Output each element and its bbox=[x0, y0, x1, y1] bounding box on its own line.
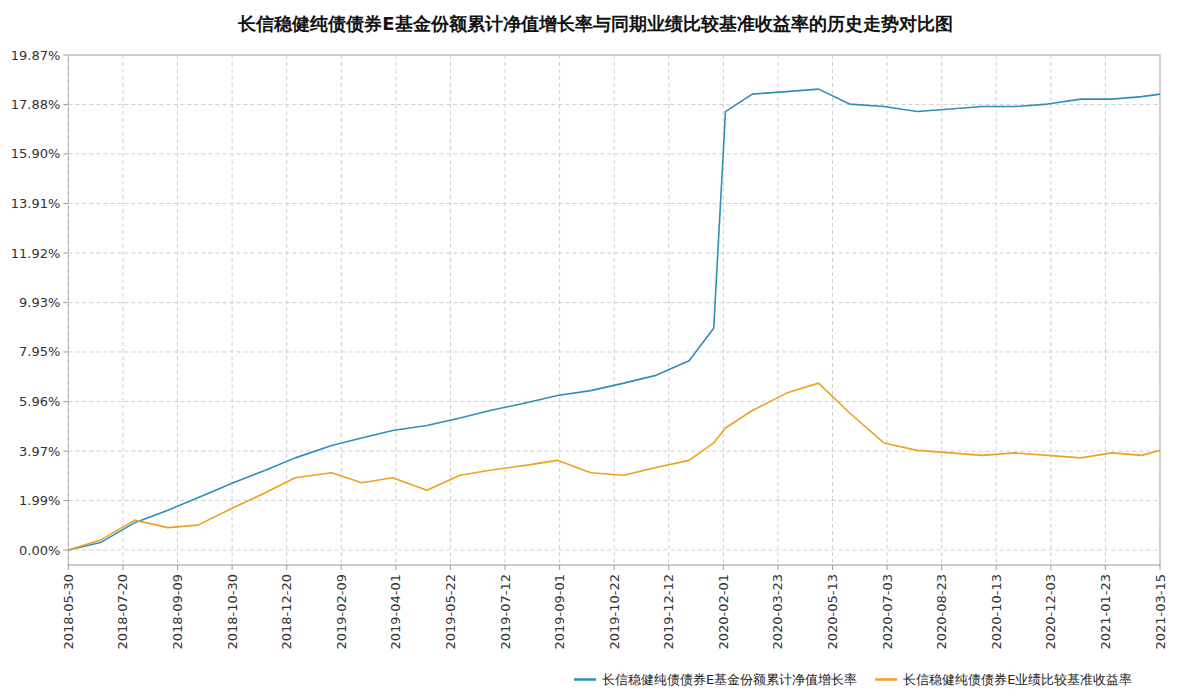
tick bbox=[614, 565, 615, 570]
tick-label: 15.90% bbox=[11, 146, 61, 161]
grid-line bbox=[614, 55, 615, 565]
tick-label: 2020-10-13 bbox=[989, 574, 1004, 650]
tick bbox=[395, 565, 396, 570]
tick-label: 2019-12-12 bbox=[661, 574, 676, 650]
tick bbox=[63, 253, 68, 254]
tick-label: 5.96% bbox=[19, 394, 60, 409]
grid-line bbox=[68, 55, 69, 565]
grid-line bbox=[68, 550, 1160, 551]
tick bbox=[63, 153, 68, 154]
tick bbox=[63, 451, 68, 452]
grid-line bbox=[68, 500, 1160, 501]
tick bbox=[1050, 565, 1051, 570]
tick bbox=[68, 565, 69, 570]
tick bbox=[63, 351, 68, 352]
tick-label: 2019-09-01 bbox=[552, 574, 567, 650]
tick bbox=[450, 565, 451, 570]
tick-label: 2021-01-23 bbox=[1098, 574, 1113, 650]
tick-label: 2020-12-03 bbox=[1043, 574, 1058, 650]
grid-line bbox=[505, 55, 506, 565]
tick-label: 2021-03-15 bbox=[1153, 574, 1168, 650]
tick bbox=[63, 302, 68, 303]
plot-area bbox=[68, 89, 1160, 550]
tick-label: 2020-02-01 bbox=[716, 574, 731, 650]
tick-label: 2019-07-12 bbox=[498, 574, 513, 650]
tick-label: 7.95% bbox=[19, 344, 60, 359]
tick bbox=[63, 55, 68, 56]
grid-line bbox=[887, 55, 888, 565]
tick-label: 9.93% bbox=[19, 295, 60, 310]
grid-line bbox=[832, 55, 833, 565]
grid-line bbox=[559, 55, 560, 565]
tick bbox=[559, 565, 560, 570]
tick bbox=[832, 565, 833, 570]
tick bbox=[1105, 565, 1106, 570]
tick bbox=[122, 565, 123, 570]
tick bbox=[232, 565, 233, 570]
tick-label: 3.97% bbox=[19, 444, 60, 459]
tick bbox=[177, 565, 178, 570]
tick bbox=[1160, 565, 1161, 570]
grid-line bbox=[1160, 55, 1161, 565]
tick bbox=[941, 565, 942, 570]
tick-label: 2019-02-09 bbox=[334, 574, 349, 650]
grid-line bbox=[122, 55, 123, 565]
grid-line bbox=[232, 55, 233, 565]
title: 长信稳健纯债债券E基金份额累计净值增长率与同期业绩比较基准收益率的历史走势对比图 bbox=[237, 13, 952, 34]
grid-line bbox=[1050, 55, 1051, 565]
tick bbox=[668, 565, 669, 570]
tick-label: 2020-08-23 bbox=[934, 574, 949, 650]
legend-label: 长信稳健纯债债券E业绩比较基准收益率 bbox=[903, 672, 1132, 687]
grid-line bbox=[286, 55, 287, 565]
grid-line bbox=[177, 55, 178, 565]
grid-line bbox=[668, 55, 669, 565]
grid-line bbox=[777, 55, 778, 565]
tick-label: 0.00% bbox=[19, 543, 60, 558]
tick-label: 17.88% bbox=[11, 97, 61, 112]
tick bbox=[63, 500, 68, 501]
grid-line bbox=[941, 55, 942, 565]
tick bbox=[63, 203, 68, 204]
tick bbox=[63, 550, 68, 551]
tick-label: 2020-07-03 bbox=[880, 574, 895, 650]
tick bbox=[777, 565, 778, 570]
tick-label: 2019-05-22 bbox=[443, 574, 458, 650]
tick-label: 2020-03-23 bbox=[770, 574, 785, 650]
tick-label: 2018-09-09 bbox=[170, 574, 185, 650]
tick-label: 1.99% bbox=[19, 493, 60, 508]
chart: 长信稳健纯债债券E基金份额累计净值增长率与同期业绩比较基准收益率的历史走势对比图… bbox=[0, 0, 1191, 698]
tick-label: 13.91% bbox=[11, 196, 61, 211]
tick-label: 19.87% bbox=[11, 48, 61, 63]
series-line bbox=[68, 383, 1160, 550]
tick-label: 2018-10-30 bbox=[225, 574, 240, 650]
plot-frame bbox=[68, 55, 1160, 565]
tick bbox=[341, 565, 342, 570]
tick bbox=[723, 565, 724, 570]
series-line bbox=[68, 89, 1160, 550]
grid-line bbox=[341, 55, 342, 565]
tick-label: 2018-07-20 bbox=[115, 574, 130, 650]
legend: 长信稳健纯债债券E基金份额累计净值增长率 长信稳健纯债债券E业绩比较基准收益率 bbox=[574, 672, 1132, 687]
grid-line bbox=[395, 55, 396, 565]
grid-line bbox=[1105, 55, 1106, 565]
tick-label: 2018-05-30 bbox=[61, 574, 76, 650]
tick bbox=[63, 401, 68, 402]
tick bbox=[887, 565, 888, 570]
tick-label: 2019-04-01 bbox=[388, 574, 403, 650]
tick-label: 2020-05-13 bbox=[825, 574, 840, 650]
legend-swatch bbox=[574, 678, 596, 681]
legend-swatch bbox=[875, 678, 897, 681]
tick-label: 2018-12-20 bbox=[279, 574, 294, 650]
legend-label: 长信稳健纯债债券E基金份额累计净值增长率 bbox=[602, 672, 857, 687]
tick-label: 11.92% bbox=[11, 246, 61, 261]
tick bbox=[286, 565, 287, 570]
tick-label: 2019-10-22 bbox=[607, 574, 622, 650]
grid-line bbox=[996, 55, 997, 565]
tick bbox=[63, 104, 68, 105]
grid-line bbox=[450, 55, 451, 565]
tick bbox=[505, 565, 506, 570]
tick bbox=[996, 565, 997, 570]
